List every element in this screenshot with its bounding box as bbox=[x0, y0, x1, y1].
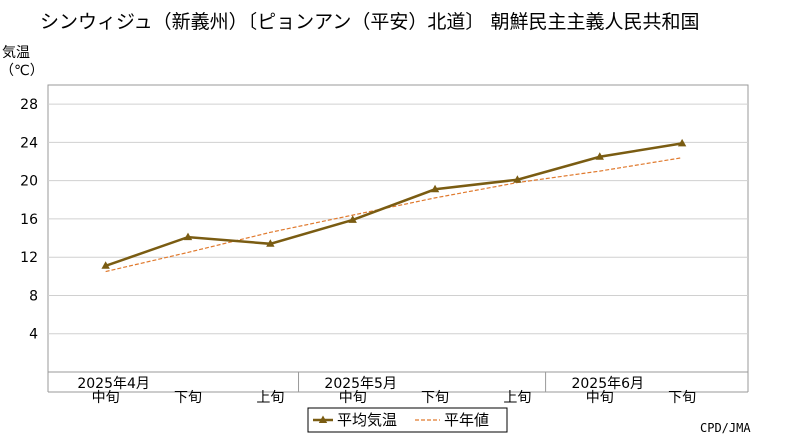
data-point-marker bbox=[595, 152, 604, 160]
legend-label-normal: 平年値 bbox=[444, 411, 489, 429]
data-point-marker bbox=[101, 261, 110, 269]
series-line-normal bbox=[105, 157, 683, 273]
x-axis-ticks: 中旬 下旬 上旬 中旬 下旬 上旬 中旬 下旬 2025年4月 2025年5月 2025年6月 bbox=[47, 372, 749, 406]
x-tick-label: 下旬 bbox=[421, 390, 449, 406]
x-tick-label: 中旬 bbox=[586, 390, 614, 406]
legend: 平均気温 平年値 bbox=[307, 407, 508, 433]
x-month-label: 2025年4月 bbox=[77, 376, 150, 392]
series-line-average bbox=[105, 142, 683, 267]
x-month-label: 2025年6月 bbox=[571, 376, 644, 392]
x-tick-label: 中旬 bbox=[339, 390, 367, 406]
data-point-marker bbox=[677, 138, 687, 147]
data-point-marker bbox=[430, 184, 440, 193]
plot-area bbox=[47, 84, 749, 373]
y-tick-label: 8 bbox=[29, 288, 38, 304]
data-point-marker bbox=[513, 175, 522, 183]
y-tick-label: 24 bbox=[20, 135, 38, 151]
grid bbox=[48, 103, 748, 335]
chart-title: シンウィジュ（新義州）〔ピョンアン（平安）北道〕 朝鮮民主主義人民共和国 bbox=[40, 11, 699, 33]
x-tick-label: 下旬 bbox=[668, 390, 696, 406]
series-layer bbox=[101, 138, 687, 273]
y-axis-label: 気温 bbox=[2, 45, 30, 61]
y-axis-unit: （℃） bbox=[0, 63, 44, 79]
x-tick-label: 上旬 bbox=[503, 390, 531, 406]
y-tick-label: 20 bbox=[20, 174, 38, 190]
legend-box bbox=[307, 407, 508, 433]
credit-label: CPD/JMA bbox=[700, 421, 751, 435]
x-month-label: 2025年5月 bbox=[324, 376, 397, 392]
y-tick-label: 28 bbox=[20, 97, 38, 113]
x-tick-label: 中旬 bbox=[92, 390, 120, 406]
legend-marker-average bbox=[318, 415, 328, 423]
data-point-marker bbox=[266, 239, 275, 247]
legend-label-average: 平均気温 bbox=[337, 411, 397, 429]
y-tick-label: 16 bbox=[20, 212, 38, 228]
data-point-marker bbox=[348, 215, 357, 223]
y-tick-label: 12 bbox=[20, 250, 38, 266]
y-axis-ticks: 4 8 12 16 20 24 28 bbox=[20, 97, 38, 343]
x-tick-label: 下旬 bbox=[174, 390, 202, 406]
y-tick-label: 4 bbox=[29, 327, 38, 343]
x-tick-label: 上旬 bbox=[256, 390, 284, 406]
data-point-marker bbox=[183, 232, 193, 241]
